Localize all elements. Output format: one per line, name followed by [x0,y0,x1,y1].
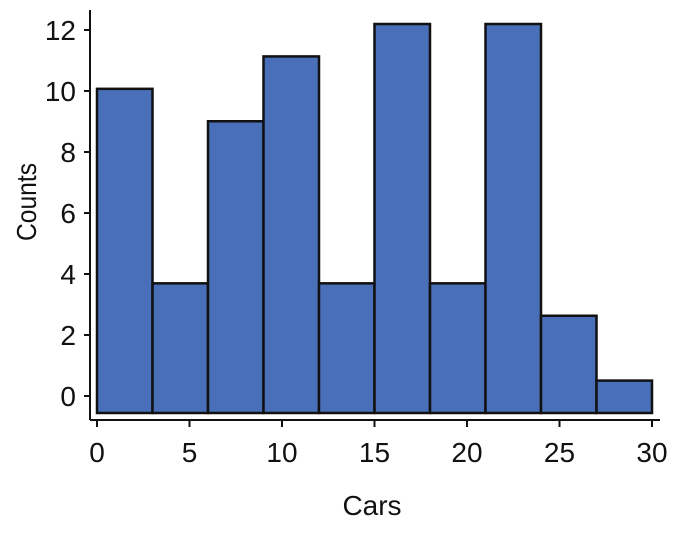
bar-6 [428,282,487,415]
x-tick-label-2: 10 [266,437,297,468]
x-tick-label-1: 5 [182,437,198,468]
bar-1 [151,282,210,415]
y-axis-title: Counts [11,163,42,241]
x-tick-label-5: 25 [544,437,575,468]
bar-9 [595,379,654,415]
bar-7 [484,22,543,415]
bar-0 [95,87,154,415]
y-tick-label-3: 6 [60,198,76,229]
bars-group [95,22,654,415]
x-tick-label-3: 15 [359,437,390,468]
y-tick-label-5: 10 [45,76,76,107]
x-tick-label-0: 0 [89,437,105,468]
y-tick-label-4: 8 [60,137,76,168]
bar-3 [262,55,321,415]
x-tick-label-6: 30 [636,437,667,468]
bar-2 [206,120,265,415]
bar-5 [373,22,432,415]
x-ticks-group: 0 5 10 15 20 25 30 [89,420,668,468]
y-tick-label-1: 2 [60,320,76,351]
y-ticks-group: 0 2 4 6 8 10 12 [45,15,90,412]
bar-8 [539,314,598,415]
x-tick-label-4: 20 [451,437,482,468]
y-tick-label-0: 0 [60,381,76,412]
x-axis-title: Cars [342,490,401,521]
bar-4 [317,282,376,415]
y-tick-label-6: 12 [45,15,76,46]
y-tick-label-2: 4 [60,259,76,290]
